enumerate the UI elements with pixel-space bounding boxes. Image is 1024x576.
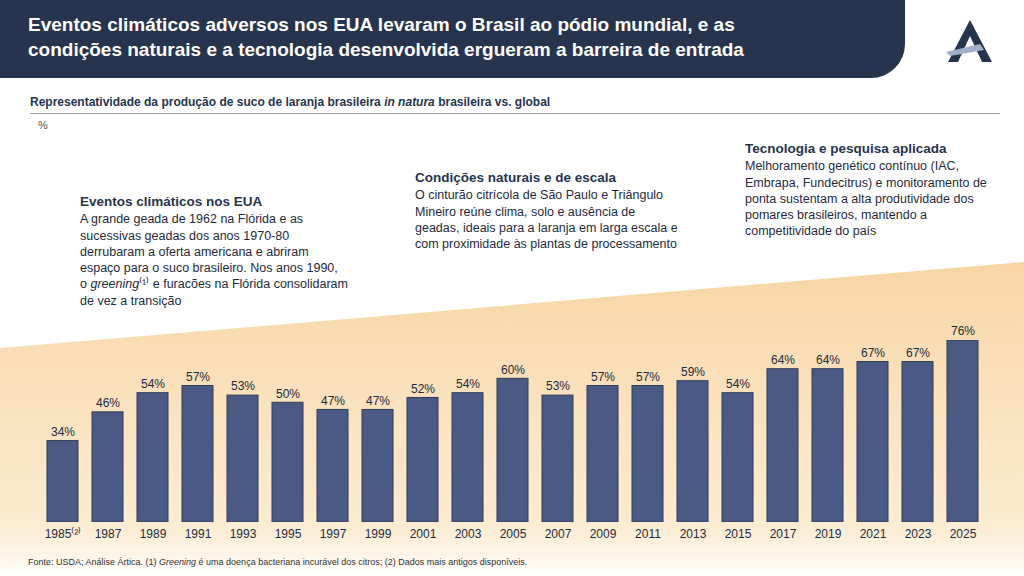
svg-text:1993: 1993 [230, 527, 257, 541]
html-text:Condições naturais e de escala: Condições naturais e de escala [415, 170, 617, 185]
svg-text:1985⁽²⁾: 1985⁽²⁾ [45, 527, 82, 541]
svg-text:54%: 54% [726, 377, 750, 391]
svg-text:47%: 47% [366, 394, 390, 408]
svg-text:57%: 57% [591, 370, 615, 384]
svg-text:2009: 2009 [590, 527, 617, 541]
svg-text:52%: 52% [411, 382, 435, 396]
svg-text:2007: 2007 [545, 527, 572, 541]
svg-text:76%: 76% [951, 324, 975, 338]
svg-text:54%: 54% [141, 377, 165, 391]
html-text:Eventos climáticos adversos no: Eventos climáticos adversos nos EUA leva… [28, 14, 744, 60]
svg-text:1999: 1999 [365, 527, 392, 541]
svg-text:2003: 2003 [455, 527, 482, 541]
svg-text:67%: 67% [906, 346, 930, 360]
html-text:Representatividade da produção: Representatividade da produção de suco d… [30, 95, 551, 109]
svg-text:2021: 2021 [860, 527, 887, 541]
svg-text:1995: 1995 [275, 527, 302, 541]
html-text:O cinturão citrícola de São Pa: O cinturão citrícola de São Paulo e Triâ… [415, 188, 678, 252]
svg-text:2017: 2017 [770, 527, 797, 541]
svg-text:57%: 57% [186, 370, 210, 384]
svg-text:2005: 2005 [500, 527, 527, 541]
svg-text:1987: 1987 [95, 527, 122, 541]
svg-text:1997: 1997 [320, 527, 347, 541]
svg-text:59%: 59% [681, 365, 705, 379]
html-text:Tecnologia e pesquisa aplicada: Tecnologia e pesquisa aplicada [745, 141, 947, 156]
svg-text:2025: 2025 [950, 527, 977, 541]
html-text:A grande geada de 1962 na Flór: A grande geada de 1962 na Flórida e as s… [80, 212, 348, 308]
html-text:Melhoramento genético contínuo: Melhoramento genético contínuo (IAC, Emb… [745, 159, 987, 239]
html-text:Fonte: USDA; Análise Ártica. (: Fonte: USDA; Análise Ártica. (1) Greenin… [28, 557, 528, 567]
svg-text:2015: 2015 [725, 527, 752, 541]
svg-text:1991: 1991 [185, 527, 212, 541]
svg-text:47%: 47% [321, 394, 345, 408]
svg-text:2011: 2011 [635, 527, 661, 541]
svg-text:53%: 53% [546, 379, 570, 393]
svg-text:60%: 60% [501, 363, 525, 377]
svg-text:57%: 57% [636, 370, 660, 384]
svg-text:1989: 1989 [140, 527, 167, 541]
svg-text:2013: 2013 [680, 527, 707, 541]
svg-text:2019: 2019 [815, 527, 842, 541]
svg-text:64%: 64% [816, 353, 840, 367]
svg-text:64%: 64% [771, 353, 795, 367]
svg-text:34%: 34% [51, 425, 75, 439]
svg-text:54%: 54% [456, 377, 480, 391]
svg-text:46%: 46% [96, 396, 120, 410]
svg-text:67%: 67% [861, 346, 885, 360]
svg-text:50%: 50% [276, 387, 300, 401]
svg-text:53%: 53% [231, 379, 255, 393]
svg-text:2023: 2023 [905, 527, 932, 541]
html-text:Eventos climáticos nos EUA: Eventos climáticos nos EUA [80, 194, 263, 209]
svg-text:2001: 2001 [410, 527, 437, 541]
